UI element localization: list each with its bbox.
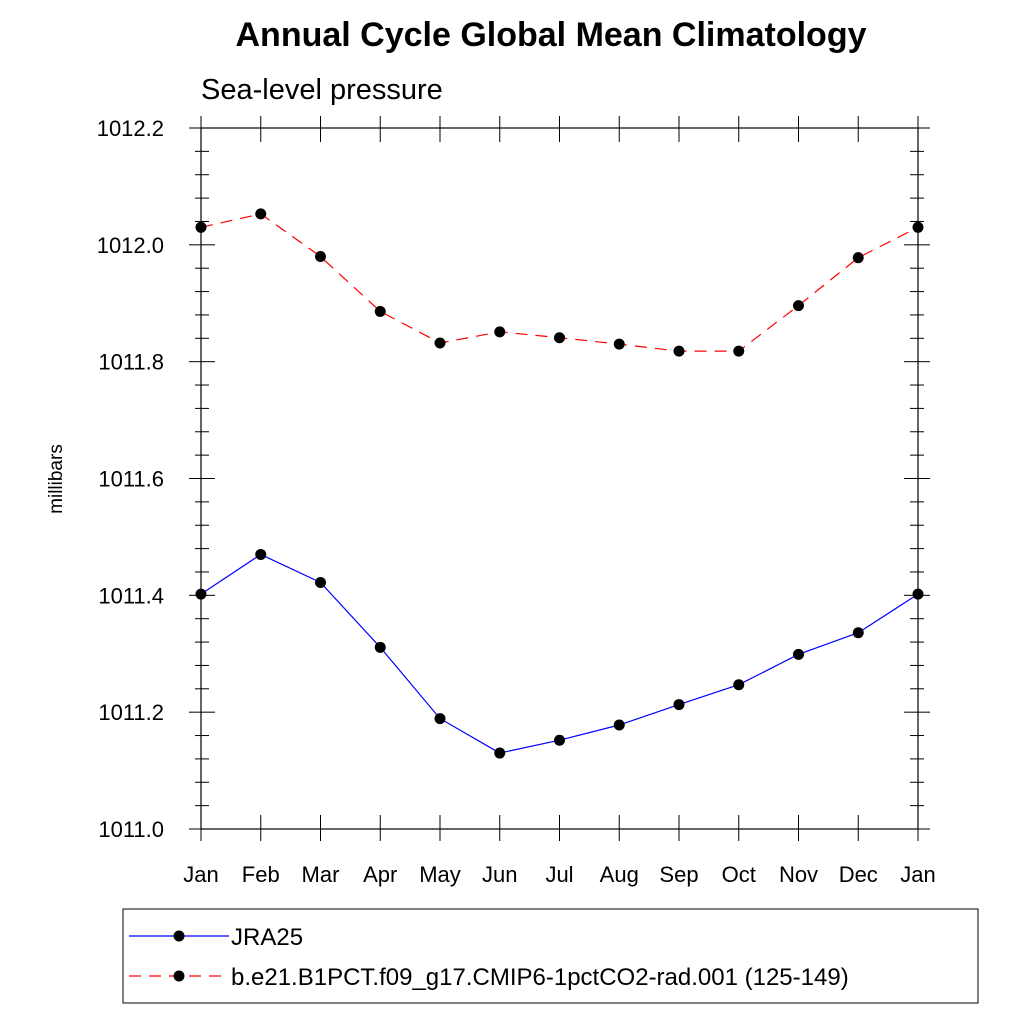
data-point-jra25 — [255, 548, 267, 560]
x-tick-label: Jan — [183, 862, 218, 887]
legend-label-model: b.e21.B1PCT.f09_g17.CMIP6-1pctCO2-rad.00… — [231, 964, 849, 991]
x-tick-label: Jan — [900, 862, 935, 887]
x-tick-label: Jun — [482, 862, 517, 887]
y-tick-label: 1011.2 — [98, 700, 164, 725]
legend: JRA25 b.e21.B1PCT.f09_g17.CMIP6-1pctCO2-… — [122, 908, 979, 1004]
y-tick-label: 1011.6 — [98, 467, 164, 492]
data-point-model — [733, 345, 745, 357]
x-tick-label: May — [419, 862, 461, 887]
data-point-model — [255, 208, 267, 220]
data-point-jra25 — [673, 699, 685, 711]
data-point-jra25 — [793, 648, 804, 660]
y-tick-label: 1012.2 — [97, 116, 164, 141]
data-point-model — [613, 338, 625, 350]
data-point-model — [494, 326, 506, 338]
legend-entry-jra25: JRA25 — [129, 924, 303, 951]
x-tick-label: Nov — [779, 862, 818, 887]
legend-marker-jra25 — [173, 930, 185, 942]
y-tick-label: 1011.0 — [98, 817, 164, 842]
legend-box — [122, 908, 979, 1004]
legend-label-jra25: JRA25 — [231, 924, 303, 951]
x-tick-label: Jul — [545, 862, 573, 887]
data-point-jra25 — [374, 641, 386, 653]
series-line-jra25 — [200, 553, 919, 754]
x-tick-label: Oct — [722, 862, 756, 887]
y-tick-label: 1012.0 — [97, 233, 164, 258]
data-point-model — [195, 221, 207, 233]
series-layer — [195, 208, 924, 759]
y-tick-label: 1011.8 — [98, 350, 164, 375]
x-tick-label: Feb — [242, 862, 280, 887]
data-point-jra25 — [434, 713, 446, 725]
data-point-model — [793, 300, 804, 312]
y-tick-label: 1011.4 — [98, 583, 164, 608]
x-tick-label: Apr — [363, 862, 397, 887]
data-point-jra25 — [554, 734, 565, 746]
data-point-model — [315, 251, 326, 263]
legend-entry-model: b.e21.B1PCT.f09_g17.CMIP6-1pctCO2-rad.00… — [129, 964, 849, 991]
axis-ticks — [189, 116, 930, 841]
plot-frame — [200, 127, 919, 830]
data-point-jra25 — [613, 719, 625, 731]
data-point-model — [434, 337, 446, 349]
x-tick-label: Sep — [659, 862, 698, 887]
data-point-model — [554, 332, 565, 344]
data-point-jra25 — [195, 588, 207, 600]
x-tick-label: Aug — [600, 862, 639, 887]
x-tick-label: Mar — [302, 862, 340, 887]
series-line-model — [200, 213, 919, 352]
legend-marker-model — [173, 970, 185, 982]
data-point-jra25 — [912, 588, 924, 600]
data-point-jra25 — [852, 627, 864, 639]
data-point-model — [852, 252, 864, 264]
data-point-model — [374, 305, 386, 317]
data-point-jra25 — [315, 576, 326, 588]
chart-subtitle: Sea-level pressure — [201, 74, 443, 106]
tick-labels: Jan Feb Mar Apr May Jun Jul Aug Sep Oct Nov Dec Jan 1… — [97, 116, 936, 887]
data-point-jra25 — [733, 679, 745, 691]
data-point-model — [673, 345, 685, 357]
y-axis-label: millibars — [46, 444, 67, 514]
x-tick-label: Dec — [839, 862, 878, 887]
chart-title: Annual Cycle Global Mean Climatology — [236, 16, 867, 54]
data-point-jra25 — [494, 747, 506, 759]
data-point-model — [912, 221, 924, 233]
